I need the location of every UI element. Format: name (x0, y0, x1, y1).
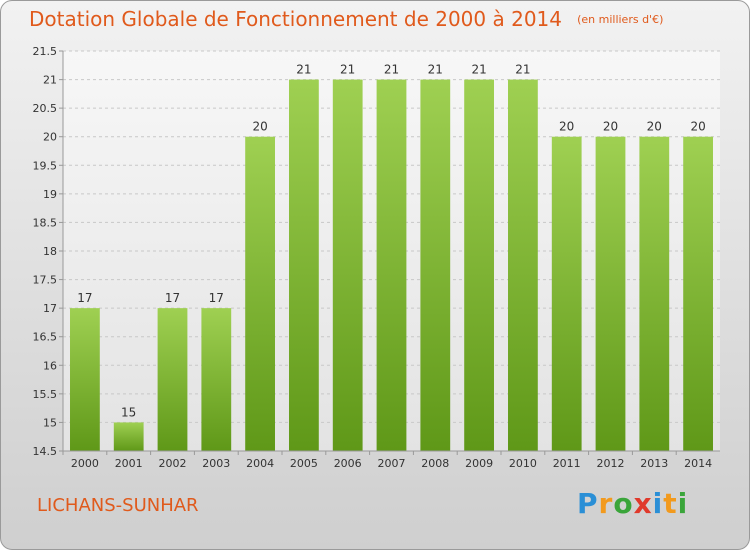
bar-2007 (376, 79, 407, 452)
data-label: 20 (647, 120, 662, 134)
chart-title: Dotation Globale de Fonctionnement de 20… (29, 7, 562, 31)
data-label: 17 (77, 291, 92, 305)
y-tick-label: 19.5 (33, 159, 58, 172)
data-label: 17 (165, 291, 180, 305)
y-tick-label: 20.5 (33, 102, 58, 115)
data-label: 20 (252, 120, 267, 134)
data-label: 20 (690, 120, 705, 134)
bar-2008 (420, 79, 451, 452)
x-tick-label: 2013 (640, 457, 668, 470)
x-tick-label: 2009 (465, 457, 493, 470)
bar-2002 (157, 308, 188, 451)
data-label: 21 (384, 63, 399, 77)
data-label: 20 (559, 120, 574, 134)
y-tick-label: 15.5 (33, 388, 58, 401)
y-tick-label: 18.5 (33, 216, 58, 229)
bar-2010 (508, 79, 538, 452)
data-label: 21 (471, 63, 486, 77)
data-label: 15 (121, 405, 136, 419)
data-labels: 17 15 17 17 20 21 21 21 21 21 21 20 20 20 20 (77, 63, 705, 420)
data-label: 21 (428, 63, 443, 77)
y-tick-label: 15 (43, 416, 57, 429)
x-axis-ticks: 2000 2001 2002 2003 2004 2005 2006 2007 2008 2009… (62, 451, 712, 470)
y-axis-ticks: 14.5 15 15.5 16 16.5 17 17.5 18 18.5 19 19.5 20 20.5… (33, 45, 63, 458)
logo-letter: r (598, 487, 614, 520)
x-tick-label: 2008 (421, 457, 449, 470)
y-tick-label: 21.5 (33, 45, 58, 58)
bar-2012 (595, 136, 626, 451)
y-tick-label: 21 (43, 74, 57, 87)
x-tick-label: 2014 (684, 457, 712, 470)
bar-2009 (464, 79, 494, 452)
data-label: 20 (603, 120, 618, 134)
y-tick-label: 17.5 (33, 274, 58, 287)
proxiti-logo[interactable]: Proxiti (577, 487, 688, 520)
y-tick-label: 17 (43, 302, 57, 315)
bar-2013 (639, 136, 670, 451)
logo-letter: t (663, 487, 678, 520)
y-tick-label: 14.5 (33, 445, 58, 458)
logo-letter: P (577, 487, 599, 520)
bar-2005 (289, 79, 319, 452)
x-tick-label: 2004 (246, 457, 274, 470)
x-tick-label: 2000 (71, 457, 99, 470)
y-tick-label: 20 (43, 131, 57, 144)
x-tick-label: 2012 (597, 457, 625, 470)
x-tick-label: 2007 (378, 457, 406, 470)
y-tick-label: 18 (43, 245, 57, 258)
x-tick-label: 2006 (334, 457, 362, 470)
bar-2000 (70, 308, 100, 451)
y-tick-label: 16 (43, 359, 57, 372)
logo-letter: i (652, 487, 664, 520)
x-tick-label: 2010 (509, 457, 537, 470)
chart-title-block: Dotation Globale de Fonctionnement de 20… (29, 7, 663, 31)
bar-2001 (113, 422, 144, 451)
bar-2014 (683, 136, 713, 451)
chart-unit: (en milliers d'€) (577, 13, 664, 26)
data-label: 17 (209, 291, 224, 305)
logo-letter: x (633, 487, 653, 520)
logo-letter: o (613, 487, 634, 520)
bar-2003 (201, 308, 232, 451)
x-tick-label: 2002 (159, 457, 187, 470)
data-label: 21 (515, 63, 530, 77)
x-tick-label: 2005 (290, 457, 318, 470)
y-tick-label: 16.5 (33, 331, 58, 344)
data-label: 21 (340, 63, 355, 77)
commune-name: LICHANS-SUNHAR (37, 495, 199, 516)
x-tick-label: 2003 (202, 457, 230, 470)
y-tick-label: 19 (43, 188, 57, 201)
data-label: 21 (296, 63, 311, 77)
bar-2011 (551, 136, 582, 451)
bar-2004 (245, 136, 275, 451)
x-tick-label: 2001 (115, 457, 143, 470)
logo-letter: i (677, 487, 689, 520)
x-tick-label: 2011 (553, 457, 581, 470)
bars (70, 79, 713, 452)
bar-2006 (332, 79, 363, 452)
